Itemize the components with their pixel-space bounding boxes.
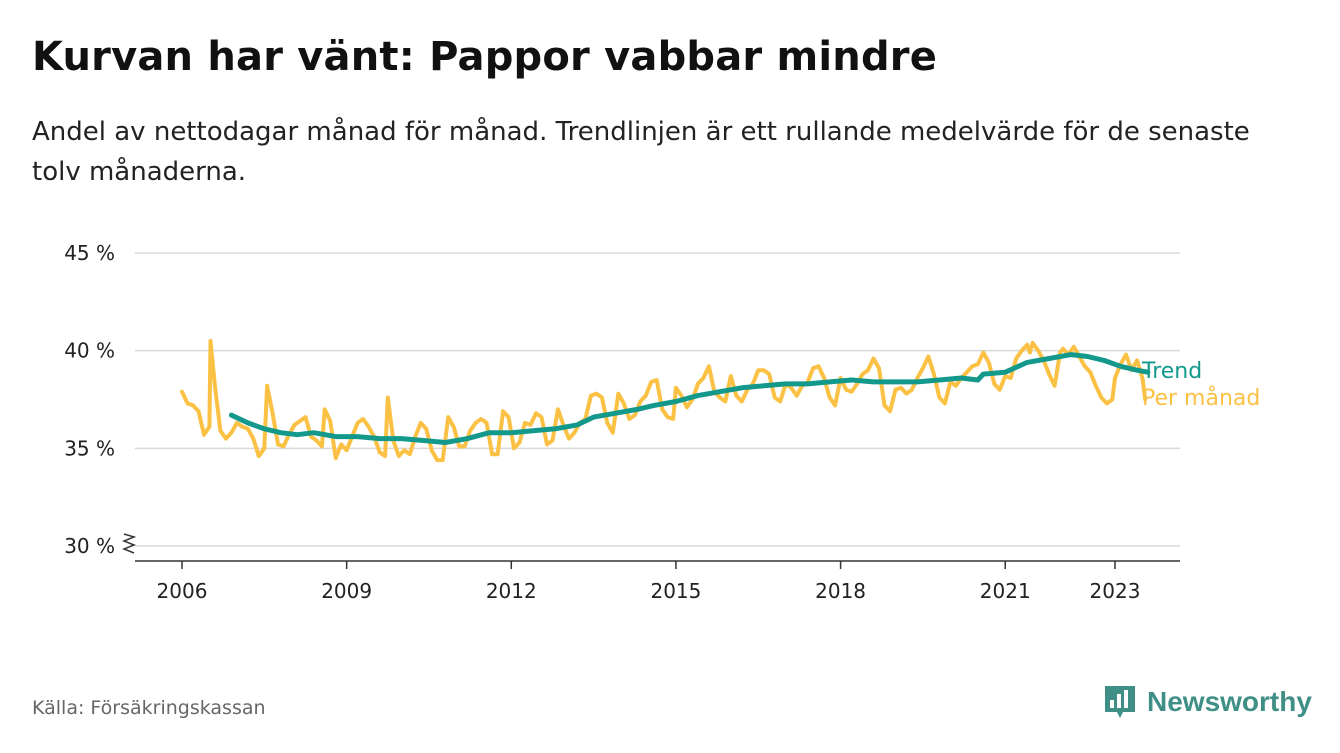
x-tick-label: 2009 [321, 579, 372, 603]
brand-name: Newsworthy [1147, 686, 1312, 717]
axis-break-icon [121, 533, 137, 554]
chart-title: Kurvan har vänt: Pappor vabbar mindre [32, 34, 938, 80]
x-tick-label: 2023 [1090, 579, 1141, 603]
x-tick-label: 2006 [157, 579, 208, 603]
series-line-trend [228, 352, 1151, 445]
series-label-trend: Trend [1141, 359, 1202, 384]
y-tick-label: 35 % [64, 436, 115, 460]
bar-chart-speech-bubble-icon [1105, 686, 1135, 718]
brand-logo[interactable]: Newsworthy [1103, 682, 1312, 722]
x-tick-label: 2021 [980, 579, 1031, 603]
gridlines [135, 252, 1180, 547]
y-tick-label: 30 % [64, 534, 115, 558]
series-line-per-manad [180, 338, 1148, 463]
y-tick-label: 40 % [64, 339, 115, 363]
y-tick-label: 45 % [64, 241, 115, 265]
series-lines [180, 338, 1151, 463]
axes: 30 % 35 % 40 % 45 % 2006 2009 2012 2015 2018 2021… [64, 241, 1180, 603]
x-tick-label: 2012 [486, 579, 537, 603]
source-note: Källa: Försäkringskassan [32, 697, 266, 719]
x-tick-label: 2015 [650, 579, 701, 603]
x-tick-label: 2018 [815, 579, 866, 603]
chart-subtitle: Andel av nettodagar månad för månad. Tre… [32, 117, 1250, 187]
series-label-per-manad: Per månad [1142, 385, 1260, 411]
